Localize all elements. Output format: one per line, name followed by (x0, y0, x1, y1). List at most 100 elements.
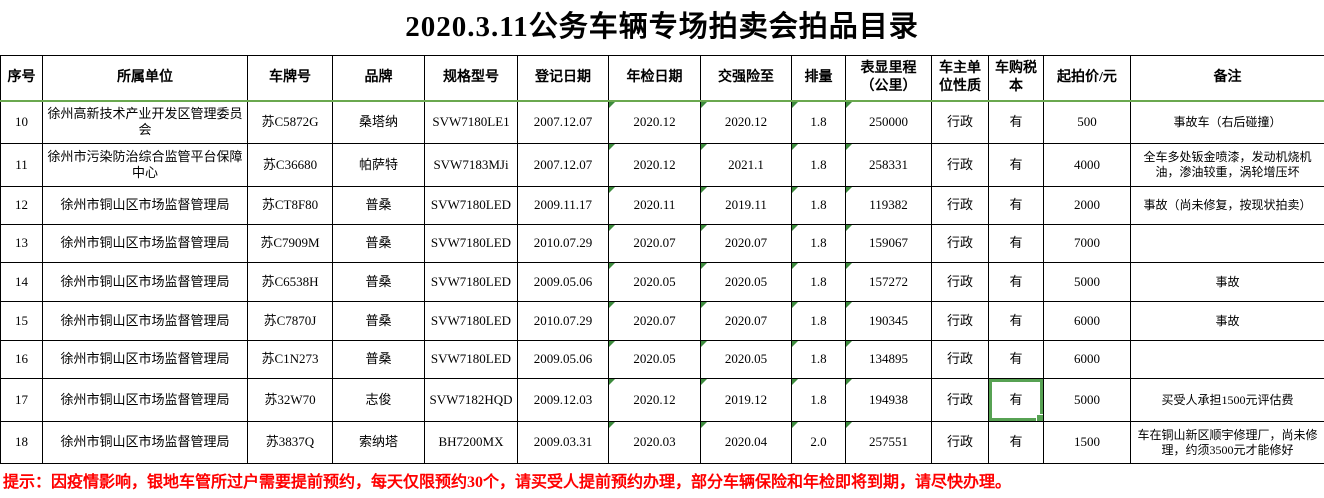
table-cell[interactable]: 2021.1 (700, 143, 792, 187)
table-cell[interactable]: 2020.05 (608, 262, 701, 302)
table-cell[interactable]: 500 (1043, 100, 1131, 144)
table-cell[interactable]: 1.8 (791, 301, 846, 341)
table-cell[interactable]: 2009.12.03 (517, 378, 609, 422)
table-cell[interactable]: 事故 (1130, 301, 1324, 341)
header-cell[interactable]: 备注 (1130, 55, 1324, 102)
table-cell[interactable]: 2020.12 (608, 143, 701, 187)
table-cell[interactable]: 190345 (845, 301, 932, 341)
table-cell[interactable]: 苏32W70 (247, 378, 333, 422)
table-cell[interactable]: SVW7180LED (424, 301, 518, 341)
table-cell[interactable]: 13 (0, 224, 43, 263)
table-cell[interactable]: 257551 (845, 421, 932, 464)
table-cell[interactable]: 行政 (931, 143, 989, 187)
table-cell[interactable]: 2009.11.17 (517, 186, 609, 225)
table-cell[interactable]: 2020.07 (608, 224, 701, 263)
header-cell[interactable]: 排量 (791, 55, 846, 102)
table-cell[interactable]: 事故（尚未修复，按现状拍卖） (1130, 186, 1324, 225)
table-cell[interactable]: 徐州高新技术产业开发区管理委员会 (42, 100, 248, 144)
table-cell[interactable]: 119382 (845, 186, 932, 225)
table-cell[interactable]: 6000 (1043, 301, 1131, 341)
table-cell[interactable]: 1500 (1043, 421, 1131, 464)
table-cell[interactable]: 徐州市铜山区市场监督管理局 (42, 340, 248, 379)
table-cell[interactable]: 2019.12 (700, 378, 792, 422)
table-cell[interactable]: 苏C36680 (247, 143, 333, 187)
table-cell[interactable]: 苏C1N273 (247, 340, 333, 379)
header-cell[interactable]: 序号 (0, 55, 43, 102)
table-cell[interactable]: 普桑 (332, 340, 425, 379)
table-cell[interactable]: 2009.05.06 (517, 340, 609, 379)
table-cell[interactable]: 10 (0, 100, 43, 144)
table-cell[interactable]: 18 (0, 421, 43, 464)
table-cell[interactable]: 苏C6538H (247, 262, 333, 302)
table-cell[interactable]: 徐州市污染防治综合监管平台保障中心 (42, 143, 248, 187)
header-cell[interactable]: 登记日期 (517, 55, 609, 102)
header-cell[interactable]: 表显里程（公里） (845, 55, 932, 102)
table-cell[interactable]: 全车多处钣金喷漆，发动机烧机油，渗油较重，涡轮增压坏 (1130, 143, 1324, 187)
table-cell[interactable]: 12 (0, 186, 43, 225)
table-cell[interactable]: 2020.05 (700, 340, 792, 379)
table-cell[interactable]: 5000 (1043, 378, 1131, 422)
table-cell[interactable]: 258331 (845, 143, 932, 187)
table-cell[interactable]: 2020.03 (608, 421, 701, 464)
selected-cell[interactable]: 有 (988, 378, 1044, 422)
table-cell[interactable]: 2020.12 (700, 100, 792, 144)
table-cell[interactable]: 有 (988, 100, 1044, 144)
header-cell[interactable]: 交强险至 (700, 55, 792, 102)
table-cell[interactable]: 6000 (1043, 340, 1131, 379)
table-cell[interactable]: 行政 (931, 262, 989, 302)
table-cell[interactable]: 买受人承担1500元评估费 (1130, 378, 1324, 422)
table-cell[interactable]: 有 (988, 301, 1044, 341)
table-cell[interactable]: 2020.12 (608, 378, 701, 422)
table-cell[interactable]: 2009.05.06 (517, 262, 609, 302)
table-cell[interactable]: 2009.03.31 (517, 421, 609, 464)
table-cell[interactable]: 2020.12 (608, 100, 701, 144)
table-cell[interactable]: 1.8 (791, 186, 846, 225)
table-cell[interactable]: 普桑 (332, 301, 425, 341)
table-cell[interactable]: SVW7180LE1 (424, 100, 518, 144)
table-cell[interactable]: 索纳塔 (332, 421, 425, 464)
header-cell[interactable]: 年检日期 (608, 55, 701, 102)
table-cell[interactable]: 1.8 (791, 340, 846, 379)
table-cell[interactable]: 行政 (931, 100, 989, 144)
table-cell[interactable]: 有 (988, 421, 1044, 464)
table-cell[interactable]: 2020.07 (700, 224, 792, 263)
table-cell[interactable]: 2007.12.07 (517, 143, 609, 187)
table-cell[interactable]: 1.8 (791, 143, 846, 187)
header-cell[interactable]: 起拍价/元 (1043, 55, 1131, 102)
table-cell[interactable]: 194938 (845, 378, 932, 422)
table-cell[interactable]: 5000 (1043, 262, 1131, 302)
table-cell[interactable]: 行政 (931, 378, 989, 422)
table-cell[interactable]: 徐州市铜山区市场监督管理局 (42, 421, 248, 464)
table-cell[interactable]: SVW7182HQD (424, 378, 518, 422)
table-cell[interactable]: 徐州市铜山区市场监督管理局 (42, 224, 248, 263)
table-cell[interactable]: 2007.12.07 (517, 100, 609, 144)
table-cell[interactable]: 2020.11 (608, 186, 701, 225)
table-cell[interactable]: 普桑 (332, 262, 425, 302)
table-cell[interactable]: 1.8 (791, 378, 846, 422)
header-cell[interactable]: 车牌号 (247, 55, 333, 102)
table-cell[interactable]: 250000 (845, 100, 932, 144)
table-cell[interactable]: 行政 (931, 421, 989, 464)
table-cell[interactable]: BH7200MX (424, 421, 518, 464)
table-cell[interactable]: 17 (0, 378, 43, 422)
table-cell[interactable] (1130, 340, 1324, 379)
table-cell[interactable]: 16 (0, 340, 43, 379)
table-cell[interactable]: 徐州市铜山区市场监督管理局 (42, 301, 248, 341)
table-cell[interactable]: 14 (0, 262, 43, 302)
table-cell[interactable]: 帕萨特 (332, 143, 425, 187)
table-cell[interactable]: 车在铜山新区顺宇修理厂，尚未修理，约须3500元才能修好 (1130, 421, 1324, 464)
header-cell[interactable]: 规格型号 (424, 55, 518, 102)
table-cell[interactable]: 事故车（右后碰撞） (1130, 100, 1324, 144)
table-cell[interactable]: 2020.05 (608, 340, 701, 379)
table-cell[interactable]: 苏3837Q (247, 421, 333, 464)
table-cell[interactable]: 1.8 (791, 262, 846, 302)
table-cell[interactable]: 2000 (1043, 186, 1131, 225)
table-cell[interactable]: 4000 (1043, 143, 1131, 187)
table-cell[interactable]: 有 (988, 143, 1044, 187)
table-cell[interactable]: 徐州市铜山区市场监督管理局 (42, 262, 248, 302)
table-cell[interactable]: 桑塔纳 (332, 100, 425, 144)
table-cell[interactable]: 1.8 (791, 100, 846, 144)
table-cell[interactable]: 有 (988, 262, 1044, 302)
table-cell[interactable]: 行政 (931, 186, 989, 225)
header-cell[interactable]: 品牌 (332, 55, 425, 102)
